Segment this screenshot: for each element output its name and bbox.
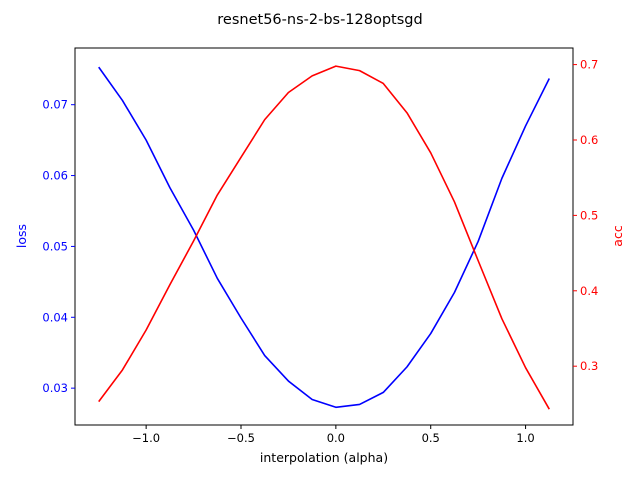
chart-title: resnet56-ns-2-bs-128optsgd: [217, 12, 422, 28]
right-tick-label: 0.7: [580, 58, 598, 72]
right-axis-label: acc: [610, 225, 625, 247]
plot-frame: [74, 47, 574, 426]
right-tick-label: 0.3: [580, 359, 598, 373]
left-tick-label: 0.06: [42, 169, 68, 183]
right-tick-label: 0.4: [580, 284, 598, 298]
right-tick-label: 0.6: [580, 133, 598, 147]
x-tick-label: −0.5: [227, 431, 255, 445]
acc-series-line: [98, 65, 550, 410]
x-tick-label: −1.0: [132, 431, 160, 445]
left-tick-label: 0.04: [42, 310, 68, 324]
left-tick-label: 0.05: [42, 239, 68, 253]
x-axis-label: interpolation (alpha): [260, 450, 388, 465]
x-tick-label: 0.5: [422, 431, 440, 445]
left-axis-ticks: 0.03 0.04 0.05 0.06 0.07: [42, 98, 75, 395]
x-tick-label: 0.0: [327, 431, 345, 445]
left-axis-label: loss: [14, 224, 29, 248]
x-tick-label: 1.0: [516, 431, 534, 445]
series-layer: [98, 65, 551, 410]
left-tick-label: 0.03: [42, 381, 68, 395]
right-axis-ticks: 0.3 0.4 0.5 0.6 0.7: [573, 58, 598, 373]
right-tick-label: 0.5: [580, 208, 598, 222]
x-axis-ticks: −1.0 −0.5 0.0 0.5 1.0: [132, 425, 535, 445]
left-tick-label: 0.07: [42, 98, 68, 112]
